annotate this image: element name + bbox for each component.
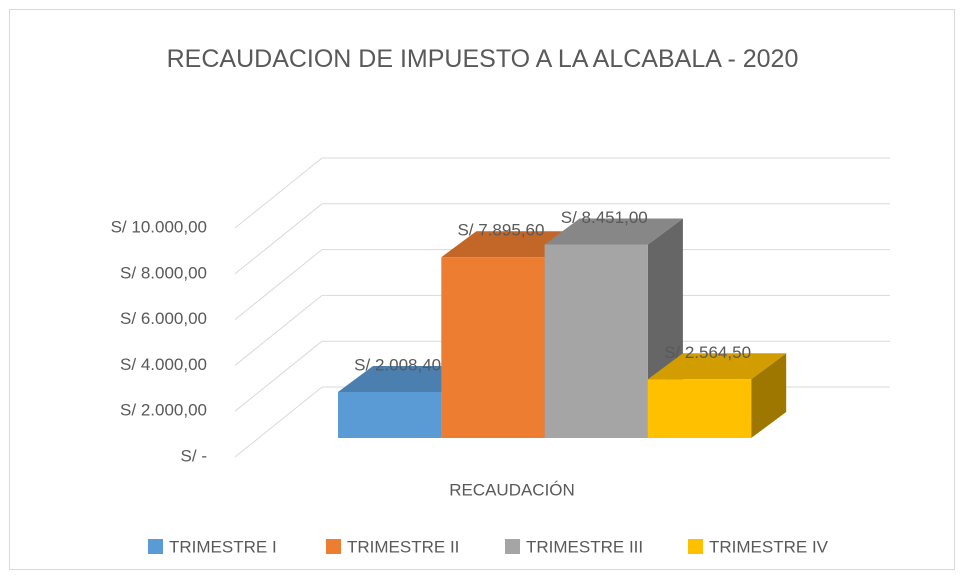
data-label: S/ 2.008,40 <box>354 355 441 374</box>
grid-line <box>234 386 323 458</box>
grid-line <box>234 249 323 320</box>
legend-swatch <box>148 539 163 554</box>
grid-line <box>234 203 323 275</box>
grid-line <box>234 340 323 412</box>
bar <box>441 257 545 438</box>
y-tick-label: S/ 4.000,00 <box>120 355 207 374</box>
bar-top <box>544 218 683 245</box>
data-label: S/ 7.895,60 <box>457 221 544 240</box>
legend-label: TRIMESTRE I <box>169 537 277 556</box>
chart-title: RECAUDACION DE IMPUESTO A LA ALCABALA - … <box>166 45 799 73</box>
bar <box>544 244 648 438</box>
x-tick-label: RECAUDACIÓN <box>449 480 575 499</box>
y-tick-label: S/ 2.000,00 <box>120 401 207 420</box>
bar <box>647 379 752 438</box>
legend-label: TRIMESTRE IV <box>709 537 829 556</box>
legend-label: TRIMESTRE III <box>526 537 643 556</box>
y-tick-label: S/ 10.000,00 <box>111 217 207 236</box>
grid-line <box>234 157 323 229</box>
legend-swatch <box>326 539 341 554</box>
legend-swatch <box>688 539 703 554</box>
bar-side <box>751 353 787 438</box>
data-label: S/ 2.564,50 <box>664 343 751 362</box>
legend-label: TRIMESTRE II <box>347 537 459 556</box>
y-tick-label: S/ 6.000,00 <box>120 309 207 328</box>
y-tick-label: S/ 8.000,00 <box>120 263 207 282</box>
y-tick-label: S/ - <box>181 446 207 465</box>
legend-swatch <box>505 539 520 554</box>
data-label: S/ 8.451,00 <box>561 208 648 227</box>
bar-top <box>647 353 787 380</box>
bar <box>338 392 442 438</box>
grid-line <box>234 295 323 366</box>
